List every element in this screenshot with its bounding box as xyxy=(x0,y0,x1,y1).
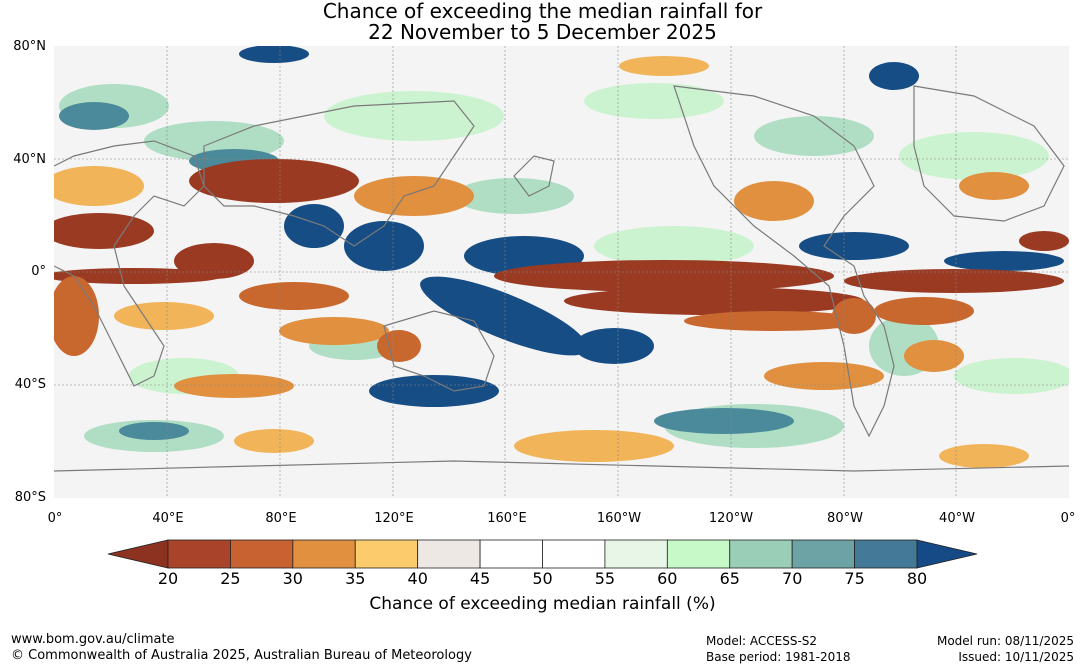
lon-label-160e: 160°E xyxy=(487,511,527,526)
coastlines xyxy=(54,85,1069,472)
wet-strong-regions xyxy=(59,46,1064,440)
lon-label-40w: 40°W xyxy=(939,511,975,526)
colorbar-cell xyxy=(167,539,231,569)
legend-tick-label: 20 xyxy=(157,569,179,588)
lon-label-0-west: 0° xyxy=(47,511,63,526)
legend-tick-label: 75 xyxy=(844,569,865,588)
lon-label-40e: 40°E xyxy=(152,511,184,526)
graticule xyxy=(54,46,1069,498)
lat-label-80s: 80°S xyxy=(14,490,46,505)
map-title-line-1: Chance of exceeding the median rainfall … xyxy=(322,0,763,23)
colorbar-extend-low xyxy=(107,539,169,569)
legend-tick-label: 40 xyxy=(407,569,428,588)
colorbar-cell xyxy=(354,539,419,569)
footer-base-period: Base period: 1981-2018 xyxy=(706,650,851,664)
legend-tick-label: 50 xyxy=(532,569,553,588)
colorbar-cell xyxy=(230,539,294,569)
legend-tick-label: 65 xyxy=(719,569,740,588)
lon-label-80e: 80°E xyxy=(265,511,297,526)
legend-tick-label: 35 xyxy=(345,569,366,588)
lat-label-eq: 0° xyxy=(31,264,46,279)
footer-copyright: © Commonwealth of Australia 2025, Austra… xyxy=(11,648,472,663)
colorbar-cell xyxy=(417,539,481,569)
colorbar-cell xyxy=(729,539,793,569)
colorbar-cell xyxy=(854,539,918,569)
legend-tick-label: 30 xyxy=(282,569,303,588)
legend-tick-label: 60 xyxy=(657,569,678,588)
colorbar-extend-high xyxy=(916,539,978,569)
map-title-line-2: 22 November to 5 December 2025 xyxy=(368,20,717,44)
footer-issued: Issued: 10/11/2025 xyxy=(958,650,1074,664)
colorbar-cell xyxy=(791,539,855,569)
map-canvas xyxy=(54,46,1069,498)
lon-label-120w: 120°W xyxy=(708,511,754,526)
lon-label-0-east: 0° xyxy=(1060,511,1076,526)
footer-model-run: Model run: 08/11/2025 xyxy=(936,634,1074,648)
legend-title: Chance of exceeding median rainfall (%) xyxy=(369,594,716,614)
lat-label-40n: 40°N xyxy=(13,152,46,167)
legend-tick-label: 80 xyxy=(906,569,928,588)
footer-model: Model: ACCESS-S2 xyxy=(706,634,818,648)
legend-tick-label: 55 xyxy=(594,569,616,588)
colorbar-cell xyxy=(604,539,668,569)
colorbar-cell xyxy=(666,539,731,569)
lat-label-80n: 80°N xyxy=(13,39,46,54)
colorbar-cell xyxy=(542,539,606,569)
colorbar-cell xyxy=(479,539,543,569)
lon-label-80w: 80°W xyxy=(827,511,863,526)
lon-label-160w: 160°W xyxy=(596,511,642,526)
lat-label-40s: 40°S xyxy=(14,377,46,392)
legend-tick-label: 45 xyxy=(469,569,491,588)
colorbar-cell xyxy=(292,539,356,569)
legend-colorbar xyxy=(0,538,1085,596)
dry-strong-regions xyxy=(54,159,1069,356)
lon-label-120e: 120°E xyxy=(374,511,414,526)
legend-tick-label: 70 xyxy=(782,569,803,588)
rainfall-probability-map xyxy=(54,46,1069,498)
legend-tick-label: 25 xyxy=(220,569,241,588)
footer-website: www.bom.gov.au/climate xyxy=(11,632,175,647)
colorbar-svg xyxy=(107,539,978,569)
